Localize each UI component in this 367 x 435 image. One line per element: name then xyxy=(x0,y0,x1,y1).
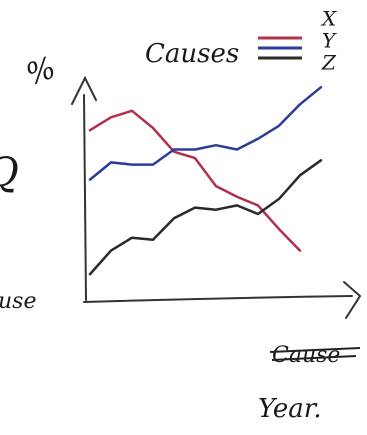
annotation: use xyxy=(0,289,36,314)
y-axis xyxy=(71,75,97,301)
annotation: Q xyxy=(0,150,19,196)
series-line xyxy=(88,85,323,181)
legend-label: Z xyxy=(321,51,337,75)
legend-label: X xyxy=(320,7,337,31)
series-line xyxy=(88,109,302,252)
y-axis-label: % xyxy=(22,50,61,93)
x-axis xyxy=(83,281,362,319)
struck-annotation: Cause xyxy=(272,343,340,368)
x-axis-label: Year. xyxy=(258,394,322,424)
legend-label: Y xyxy=(322,29,337,53)
legend-title: Causes xyxy=(145,39,239,69)
series-line xyxy=(88,159,323,276)
strike xyxy=(269,347,361,361)
